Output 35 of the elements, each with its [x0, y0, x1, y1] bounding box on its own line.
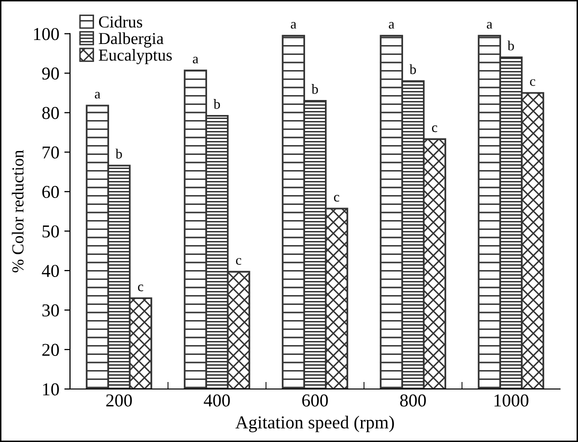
data-label: c — [530, 79, 536, 86]
y-tick-label: 90 — [42, 67, 59, 80]
data-label: b — [312, 84, 318, 94]
y-axis-title: % Color reduction — [12, 150, 24, 272]
data-label: c — [334, 194, 340, 202]
x-tick-label: 600 — [302, 394, 328, 407]
y-tick-label: 20 — [42, 344, 59, 356]
y-tick-label: 80 — [42, 106, 59, 120]
x-tick-label: 800 — [400, 394, 426, 407]
data-label: b — [410, 64, 416, 74]
y-tick-label: 10 — [43, 383, 59, 396]
data-label: b — [116, 148, 122, 159]
legend-label: Eucalyptus — [98, 49, 172, 64]
y-tick-label: 30 — [42, 304, 59, 316]
legend-label: Cidrus — [99, 16, 142, 28]
data-label: b — [214, 99, 220, 109]
data-label: a — [388, 22, 394, 29]
x-tick-label: 200 — [106, 394, 132, 407]
data-label: c — [236, 258, 242, 265]
legend-label: Dalbergia — [98, 32, 164, 48]
x-tick-label: 1000 — [494, 394, 528, 407]
data-label: c — [138, 284, 144, 292]
x-tick-label: 400 — [204, 394, 230, 407]
data-label: a — [486, 22, 492, 29]
y-tick-label: 50 — [42, 225, 59, 238]
x-axis-title: Agitation speed (rpm) — [235, 416, 394, 432]
y-tick-label: 40 — [42, 264, 59, 278]
y-tick-label: 100 — [34, 28, 59, 40]
data-label: a — [94, 92, 100, 99]
data-label: b — [508, 40, 514, 50]
data-label: c — [432, 125, 438, 132]
y-tick-label: 70 — [42, 146, 59, 159]
y-tick-label: 60 — [42, 186, 59, 198]
data-label: a — [192, 56, 198, 64]
data-label: a — [290, 22, 296, 29]
